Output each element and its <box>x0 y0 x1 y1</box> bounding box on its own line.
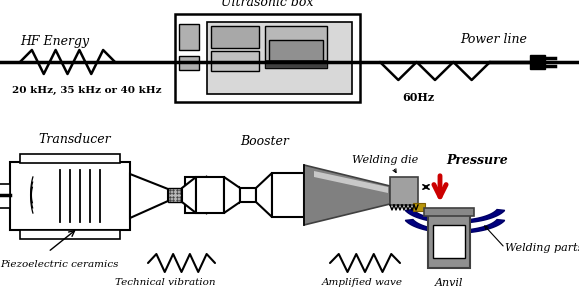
Polygon shape <box>314 171 388 193</box>
Bar <box>272 173 304 217</box>
Polygon shape <box>530 55 545 69</box>
Bar <box>179 24 199 50</box>
Bar <box>10 162 130 230</box>
Text: Welding die: Welding die <box>352 155 418 165</box>
Bar <box>265 60 327 68</box>
Text: HF Energy: HF Energy <box>20 35 90 48</box>
Polygon shape <box>405 210 505 223</box>
Bar <box>179 56 199 70</box>
Text: Booster: Booster <box>240 135 290 148</box>
Bar <box>175 14 360 102</box>
Text: 60Hz: 60Hz <box>402 92 434 103</box>
Text: Pressure: Pressure <box>446 154 508 167</box>
Text: Welding parts: Welding parts <box>505 243 579 253</box>
Bar <box>185 177 207 213</box>
Polygon shape <box>256 173 272 217</box>
Text: Anvil: Anvil <box>435 278 463 288</box>
Bar <box>269 40 323 62</box>
Text: Ultrasonic box: Ultrasonic box <box>221 0 314 9</box>
Polygon shape <box>207 177 225 213</box>
Text: Amplified wave: Amplified wave <box>321 278 402 287</box>
Bar <box>424 208 474 216</box>
Bar <box>211 51 259 71</box>
Polygon shape <box>130 174 168 218</box>
Bar <box>433 225 465 258</box>
Bar <box>413 203 425 211</box>
Bar <box>207 22 352 94</box>
Text: Transducer: Transducer <box>39 133 111 146</box>
Bar <box>211 26 259 48</box>
Text: Technical vibration: Technical vibration <box>115 278 215 287</box>
Text: Piezoelectric ceramics: Piezoelectric ceramics <box>0 260 119 269</box>
Bar <box>196 177 224 213</box>
Polygon shape <box>224 177 240 213</box>
Bar <box>20 154 120 163</box>
Bar <box>390 177 418 205</box>
Text: Power line: Power line <box>460 33 527 46</box>
Bar <box>168 188 182 202</box>
Text: 20 kHz, 35 kHz or 40 kHz: 20 kHz, 35 kHz or 40 kHz <box>12 86 162 95</box>
Polygon shape <box>182 177 196 213</box>
Bar <box>225 187 239 203</box>
Bar <box>20 230 120 239</box>
Polygon shape <box>405 220 505 233</box>
Bar <box>428 213 470 268</box>
Bar <box>240 188 256 202</box>
Polygon shape <box>304 165 390 225</box>
Bar <box>265 26 327 68</box>
Bar <box>0 184 10 208</box>
